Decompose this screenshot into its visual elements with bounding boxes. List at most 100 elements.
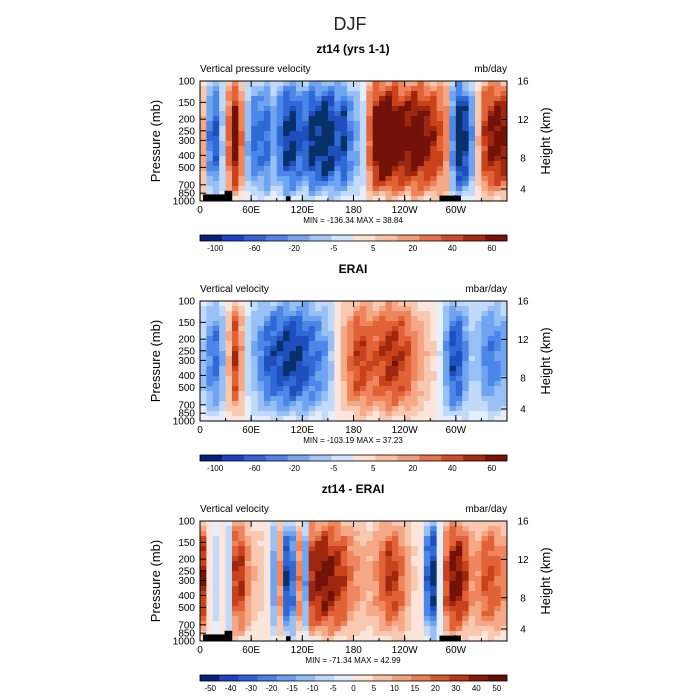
heatmap-cell (257, 346, 265, 352)
heatmap-cell (430, 356, 438, 362)
heatmap-cell (276, 591, 284, 597)
heatmap-cell (334, 591, 342, 597)
heatmap-cell (308, 536, 316, 542)
heatmap-cell (430, 571, 438, 577)
heatmap-cell (481, 396, 489, 402)
heatmap-cell (263, 356, 271, 362)
heatmap-cell (462, 581, 470, 587)
heatmap-cell (251, 551, 258, 557)
heatmap-cell (347, 111, 354, 117)
heatmap-cell (212, 561, 220, 567)
heatmap-cell (295, 81, 303, 87)
heatmap-cell (347, 536, 354, 542)
heatmap-cell (411, 131, 418, 137)
heatmap-cell (225, 81, 233, 87)
heatmap-cell (263, 531, 271, 537)
heatmap-cell (430, 336, 438, 342)
heatmap-cell (251, 166, 258, 172)
heatmap-cell (417, 411, 425, 417)
heatmap-cell (487, 536, 495, 542)
heatmap-cell (289, 326, 297, 332)
heatmap-cell (398, 561, 406, 567)
heatmap-cell (359, 186, 367, 192)
heatmap-cell (251, 416, 258, 422)
colorbar-swatch (243, 455, 267, 461)
heatmap-cell (500, 336, 508, 342)
heatmap-cell (334, 156, 342, 162)
heatmap-cell (340, 376, 348, 382)
heatmap-cell (302, 606, 310, 612)
heatmap-cell (263, 306, 271, 312)
heatmap-cell (462, 111, 470, 117)
heatmap-cell (436, 81, 444, 87)
heatmap-cell (443, 326, 450, 332)
heatmap-cell (411, 341, 418, 347)
heatmap-cell (353, 526, 361, 532)
heatmap-cell (366, 561, 374, 567)
heatmap-cell (385, 411, 393, 417)
heatmap-cell (449, 531, 457, 537)
heatmap-cell (468, 621, 476, 627)
heatmap-cell (475, 531, 482, 537)
heatmap-cell (263, 556, 271, 562)
heatmap-cell (321, 151, 329, 157)
heatmap-cell (321, 601, 329, 607)
heatmap-cell (334, 186, 342, 192)
heatmap-cell (423, 601, 431, 607)
heatmap-cell (302, 361, 310, 367)
heatmap-cell (238, 386, 246, 392)
heatmap-cell (481, 546, 489, 552)
heatmap-cell (212, 81, 220, 87)
colorbar-label: 30 (451, 684, 460, 693)
heatmap-cell (468, 321, 476, 327)
heatmap-cell (449, 406, 457, 412)
heatmap-cell (487, 196, 495, 202)
heatmap-cell (366, 546, 374, 552)
heatmap-cell (257, 81, 265, 87)
heatmap-cell (347, 566, 354, 572)
heatmap-cell (359, 591, 367, 597)
heatmap-cell (436, 96, 444, 102)
heatmap-cell (231, 351, 239, 357)
heatmap-cell (231, 181, 239, 187)
heatmap-cell (289, 586, 297, 592)
heatmap-cell (347, 376, 354, 382)
heatmap-cell (500, 521, 508, 527)
y-tick-label: 400 (178, 591, 195, 602)
heatmap-cell (423, 306, 431, 312)
heatmap-cell (251, 86, 258, 92)
colorbar-swatch (463, 455, 486, 461)
heatmap-cell (231, 411, 239, 417)
heatmap-cell (379, 331, 386, 337)
heatmap-cell (251, 126, 258, 132)
heatmap-cell (423, 191, 431, 197)
heatmap-cell (443, 301, 450, 307)
heatmap-cell (353, 536, 361, 542)
heatmap-cell (302, 541, 310, 547)
heatmap-cell (238, 411, 246, 417)
heatmap-cell (283, 146, 290, 152)
colorbar: -50 -40 -30 -20 -15 -10 -5 0 5 10 15 20 30 40 50 (199, 674, 508, 693)
heatmap-cell (468, 581, 476, 587)
heatmap-cell (212, 401, 220, 407)
heatmap-cell (225, 396, 233, 402)
heatmap-cell (302, 171, 310, 177)
heatmap-cell (430, 191, 438, 197)
heatmap-cell (212, 186, 220, 192)
heatmap-cell (455, 331, 463, 337)
heatmap-cell (283, 591, 290, 597)
heatmap-cell (321, 546, 329, 552)
heatmap-cell (200, 86, 207, 92)
heatmap-cell (302, 586, 310, 592)
heatmap-cell (334, 551, 342, 557)
heatmap-cell (398, 91, 406, 97)
heatmap-cell (315, 536, 322, 542)
heatmap-cell (270, 186, 278, 192)
heatmap-cell (487, 561, 495, 567)
heatmap-cell (391, 376, 399, 382)
heatmap-cell (455, 311, 463, 317)
heatmap-cell (385, 531, 393, 537)
heatmap-cell (359, 551, 367, 557)
heatmap-cell (347, 351, 354, 357)
heatmap-cell (334, 356, 342, 362)
